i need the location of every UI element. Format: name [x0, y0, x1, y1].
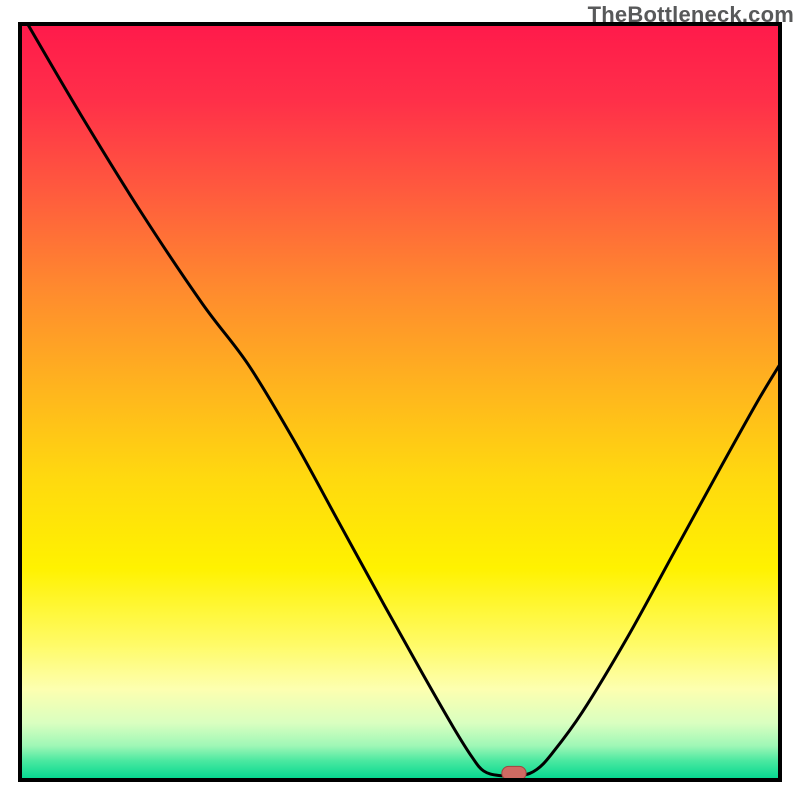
- gradient-background: [20, 24, 780, 780]
- watermark-text: TheBottleneck.com: [588, 2, 794, 28]
- chart-frame: TheBottleneck.com: [0, 0, 800, 800]
- chart-svg: [0, 0, 800, 800]
- optimal-marker: [502, 766, 526, 780]
